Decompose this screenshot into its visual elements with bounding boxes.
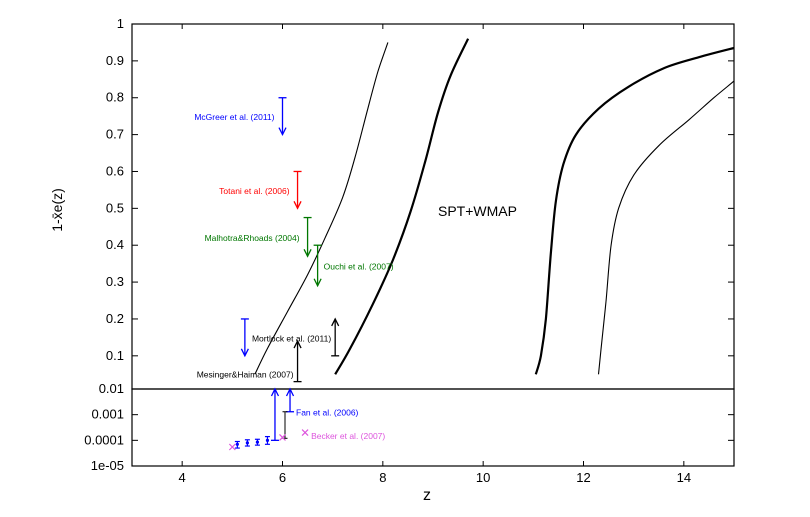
y-tick-label-upper: 0.4	[106, 237, 124, 252]
y-tick-label-upper: 0.6	[106, 163, 124, 178]
constraint-arrowhead	[270, 387, 280, 397]
y-tick-label-lower: 0.001	[91, 407, 124, 422]
fan-data-point	[255, 440, 260, 444]
y-axis-label: 1-x̄e(z)	[49, 188, 65, 232]
fan-data-point	[265, 438, 270, 442]
y-tick-label-lower: 1e-05	[91, 458, 124, 473]
y-tick-label-upper: 0.8	[106, 90, 124, 105]
x-tick-label: 8	[379, 470, 386, 485]
constraint-arrowhead	[293, 201, 302, 210]
y-tick-label-upper: 0.7	[106, 127, 124, 142]
constraint-arrowhead	[285, 387, 295, 397]
becker-marker-stroke	[301, 429, 309, 437]
fan-lower-limit-arrow	[270, 387, 280, 441]
lower-panel-points: Fan et al. (2006) Becker et al. (2007)	[228, 387, 385, 451]
becker-label: Becker et al. (2007)	[311, 431, 385, 441]
constraint-arrowhead	[293, 339, 302, 349]
x-tick-label: 14	[677, 470, 691, 485]
fan-lower-limit-arrow	[285, 387, 295, 413]
tick-layer: 4 6 8 10 12 14 0.01 0.1 0.2 0.3 0.4 0.5 0.6 0.7 0.8 0.9…	[84, 16, 734, 485]
fan-data-point	[245, 441, 249, 445]
curve-layer	[254, 38, 735, 375]
constraint-arrowhead	[278, 127, 287, 137]
y-tick-label-upper: 0.9	[106, 53, 124, 68]
becker-marker-stroke	[279, 433, 286, 441]
constraint-arrowhead	[313, 278, 322, 288]
y-tick-label-lower: 0.0001	[84, 432, 124, 447]
constraint-layer: McGreer et al. (2011) Totani et al. (2006…	[194, 97, 394, 383]
y-tick-label-upper: 0.01	[99, 381, 124, 396]
upper-limit-arrow	[331, 317, 340, 357]
upper-limit-arrow	[240, 318, 249, 358]
x-tick-label: 6	[279, 470, 286, 485]
y-tick-label-upper: 0.2	[106, 311, 124, 326]
x-tick-label: 10	[476, 470, 490, 485]
constraint-arrowhead	[303, 248, 312, 258]
x-axis-label: z	[423, 487, 431, 504]
x-tick-label: 12	[576, 470, 590, 485]
constraint-label: McGreer et al. (2011)	[194, 112, 274, 122]
y-tick-label-upper: 1	[117, 16, 124, 31]
y-tick-label-upper: 0.5	[106, 200, 124, 215]
reionization-curve-thin	[254, 42, 389, 375]
becker-marker-stroke	[228, 443, 236, 451]
constraint-label: Ouchi et al. (2007)	[324, 261, 394, 271]
constraint-arrowhead	[240, 348, 249, 358]
becker-marker	[279, 433, 286, 441]
fan-label: Fan et al. (2006)	[296, 408, 359, 418]
upper-limit-arrow	[293, 339, 302, 383]
becker-marker	[228, 443, 236, 451]
y-tick-label-upper: 0.3	[106, 274, 124, 289]
x-tick-label: 4	[179, 470, 186, 485]
upper-limit-arrow	[303, 216, 312, 258]
becker-marker	[301, 429, 309, 437]
y-tick-label-upper: 0.1	[106, 348, 124, 363]
fan-data-point	[235, 442, 239, 446]
reionization-curve-thick	[534, 46, 735, 375]
constraint-label: Mortlock et al. (2011)	[252, 333, 331, 343]
constraint-arrowhead	[331, 317, 340, 327]
upper-limit-arrow	[278, 97, 287, 137]
spt-wmap-annotation: SPT+WMAP	[438, 203, 517, 219]
constraint-label: Totani et al. (2006)	[219, 186, 290, 196]
constraint-label: Malhotra&Rhoads (2004)	[205, 233, 300, 243]
upper-limit-arrow	[293, 170, 302, 210]
reionization-curve-thick	[334, 38, 470, 375]
constraint-label: Mesinger&Haiman (2007)	[197, 370, 294, 380]
lower-plot-frame	[131, 388, 735, 467]
upper-limit-arrow	[313, 244, 322, 288]
reionization-curve-thin	[597, 80, 735, 375]
